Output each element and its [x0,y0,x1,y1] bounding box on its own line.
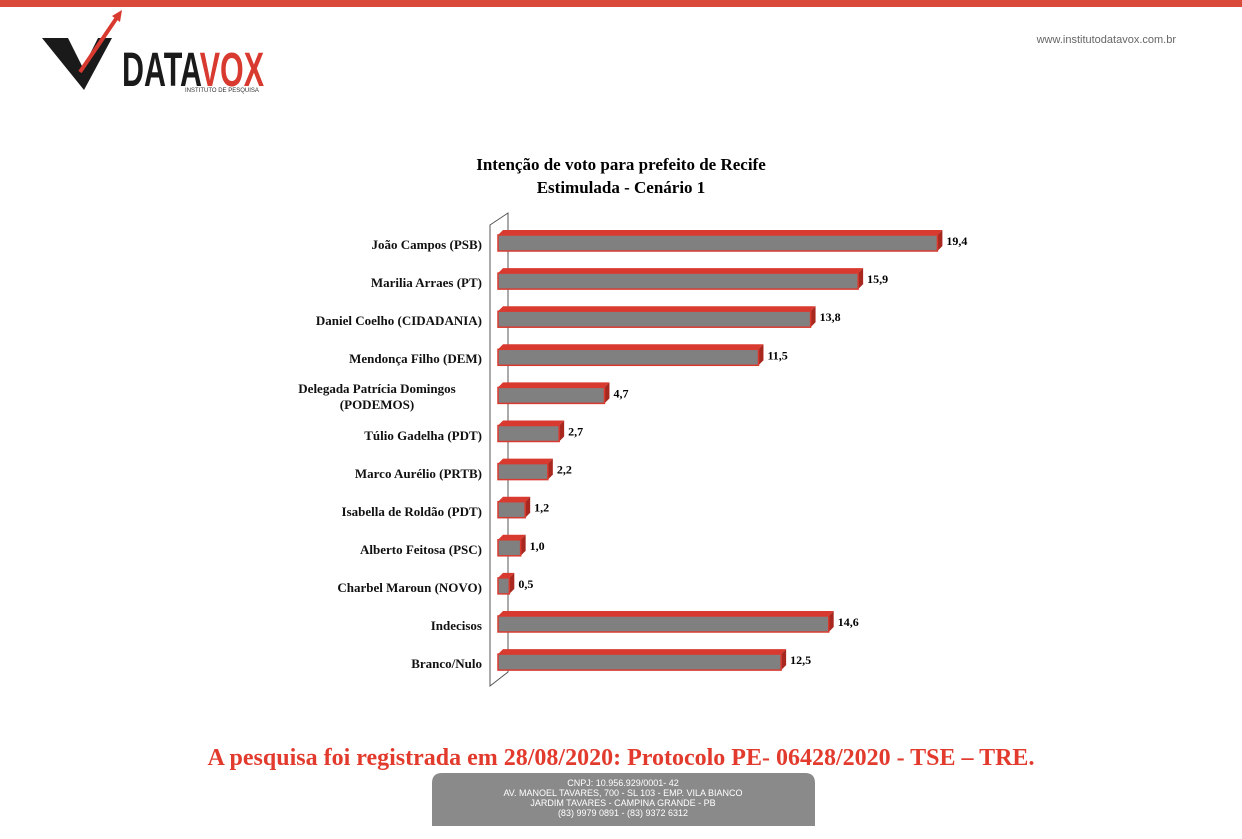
category-label: João Campos (PSB) [371,237,482,252]
bar-top [498,534,526,540]
bar [497,534,526,557]
chart-title: Intenção de voto para prefeito de Recife [476,155,766,174]
registration-notice: A pesquisa foi registrada em 28/08/2020:… [208,745,1035,771]
bar [497,268,864,290]
bar-top [498,458,553,464]
bar-top [498,572,515,578]
bar-front [497,272,859,290]
value-label: 14,6 [838,615,859,629]
category-label: Branco/Nulo [411,656,482,672]
bar-front [497,615,830,633]
bar [497,344,764,367]
category-label: Isabella de Roldão (PDT) [341,503,482,519]
bar-top [498,420,565,426]
category-label: Daniel Coelho (CIDADANIA) [315,313,482,329]
bar-side [520,534,526,556]
bar-side [525,496,531,518]
category-label: Mendonça Filho (DEM) [349,351,482,367]
bar-front [497,348,760,367]
value-label: 4,7 [613,386,628,400]
logo-tagline: INSTITUTO DE PESQUISA [185,88,259,94]
bar-front [497,462,549,481]
bar-front [497,310,812,328]
bar-side [828,611,834,632]
bar-top [498,306,816,312]
address-line: CNPJ: 10.956.929/0001- 42 [567,778,679,788]
bar [497,420,565,443]
bar-front [497,577,511,595]
bar [497,458,553,481]
bar [497,572,515,595]
value-label: 2,7 [568,425,583,439]
value-label: 11,5 [767,348,787,362]
bar-front [497,424,560,443]
bar [497,611,834,633]
bar [497,306,816,328]
bar [497,496,531,519]
category-label: Charbel Maroun (NOVO) [337,579,482,595]
bar-top [498,611,834,616]
bar [497,230,943,252]
category-label: Marilia Arraes (PT) [370,275,482,291]
value-label: 1,2 [534,501,549,515]
bar-front [497,234,939,252]
bar-side [604,382,610,404]
category-label: Marco Aurélio (PRTB) [354,465,482,481]
address-line: (83) 9979 0891 - (83) 9372 6312 [558,808,688,818]
bar-side [810,306,816,328]
bar-top [498,268,864,274]
bar-top [498,649,787,655]
value-label: 15,9 [867,272,888,286]
value-label: 2,2 [557,463,572,477]
bar-top [498,496,531,502]
value-label: 13,8 [820,310,841,324]
value-label: 12,5 [790,653,811,667]
logo-dark: DATA [122,44,202,97]
logo-arrow [78,14,120,74]
bar-side [937,230,943,251]
address-line: AV. MANOEL TAVARES, 700 - SL 103 - EMP. … [503,788,742,798]
bar-front [497,500,526,519]
logo-red: VOX [200,44,264,97]
bar-side [858,268,864,290]
category-label: Túlio Gadelha (PDT) [364,427,482,443]
bar-side [509,572,515,594]
logo-text: DATAVOX [122,44,264,97]
bar [497,382,610,405]
address-line: JARDIM TAVARES - CAMPINA GRANDE - PB [530,798,715,808]
bar-side [559,420,565,442]
logo-arrow-head [112,10,122,22]
value-label: 0,5 [518,577,533,591]
category-label: Delegada Patrícia Domingos (PODEMOS) [298,381,456,413]
url: www.institutodatavox.com.br [1036,34,1177,46]
bar-side [758,344,764,366]
bar [497,649,787,671]
bar-front [497,539,522,557]
bar-front [497,653,782,671]
bar-top [498,344,764,350]
bar-side [781,649,787,671]
bar-top [498,230,943,235]
address-box [432,773,815,826]
axis-wall [489,212,509,688]
category-label: Indecisos [430,618,482,633]
bar-side [547,458,553,480]
value-label: 1,0 [530,539,545,553]
top-bar [0,0,1242,7]
bar-top [498,382,610,388]
category-label: Alberto Feitosa (PSC) [359,541,482,557]
bar-front [497,386,606,405]
chart-subtitle: Estimulada - Cenário 1 [537,178,706,197]
value-label: 19,4 [946,234,967,248]
logo-mark [42,38,112,90]
